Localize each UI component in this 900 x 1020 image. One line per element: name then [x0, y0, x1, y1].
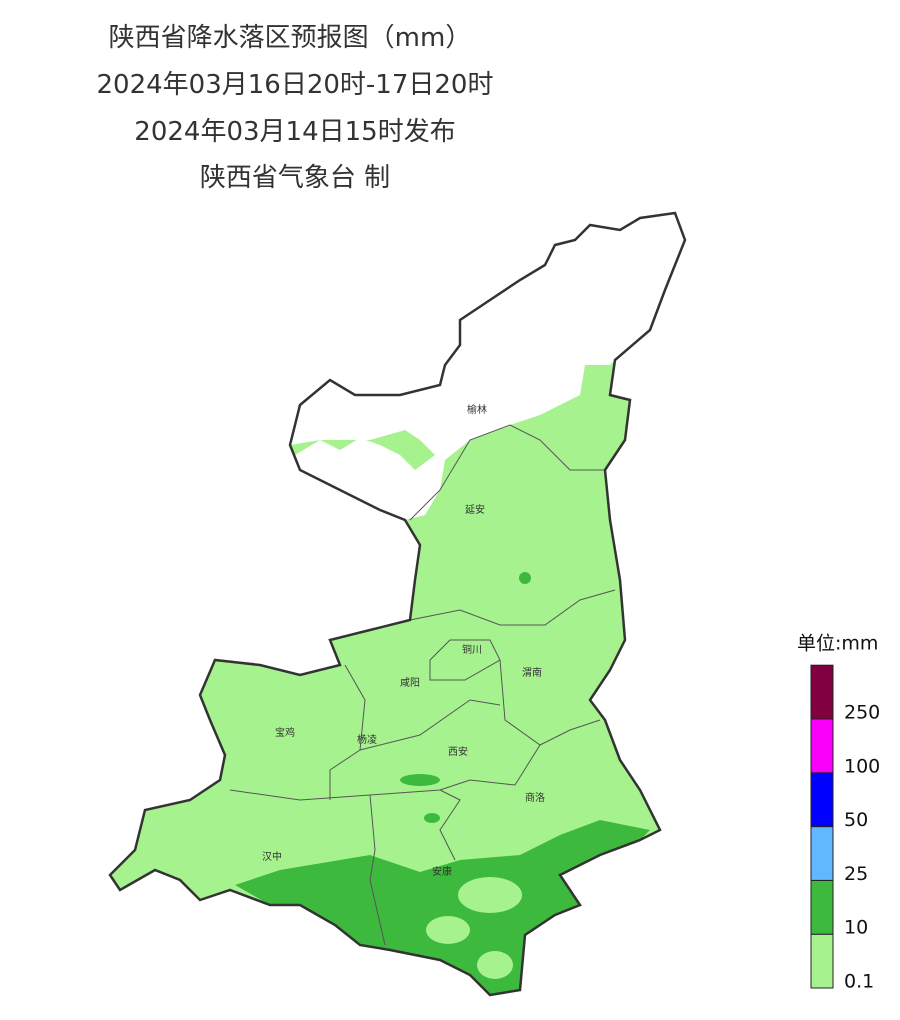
city-label: 延安 [465, 503, 485, 516]
legend-unit: 单位:mm [797, 633, 878, 655]
legend-label: 50 [844, 809, 868, 831]
city-label: 宝鸡 [275, 726, 295, 739]
legend-label: 0.1 [844, 971, 874, 993]
city-label: 杨凌 [357, 733, 377, 746]
legend: 单位:mm 0.1 10 25 50 100 250 [797, 633, 880, 993]
city-label: 安康 [432, 865, 452, 878]
city-borders [369, 794, 386, 946]
city-borders [409, 424, 605, 521]
city-label: 榆林 [467, 403, 487, 416]
legend-label: 25 [844, 863, 868, 885]
legend-box [810, 718, 834, 774]
legend-label: 250 [844, 702, 880, 724]
map: 榆林 延安 铜川 渭南 咸阳 宝鸡 杨凌 西安 商洛 汉中 安康 [108, 211, 687, 997]
legend-label: 10 [844, 917, 868, 939]
city-borders [439, 789, 461, 861]
legend-label: 100 [844, 755, 880, 777]
city-label: 商洛 [525, 791, 545, 804]
moderate-patches [400, 572, 531, 823]
city-borders [359, 699, 501, 751]
no-rain-area [290, 213, 685, 520]
title: 陕西省降水落区预报图（mm） [109, 23, 472, 53]
city-label: 渭南 [522, 666, 542, 679]
city-label: 汉中 [262, 850, 282, 863]
period: 2024年03月16日20时-17日20时 [97, 70, 494, 100]
city-label: 西安 [448, 745, 468, 758]
province-outline [108, 211, 687, 997]
rain-area-moderate [235, 820, 650, 995]
city-label: 咸阳 [400, 677, 420, 689]
city-label: 铜川 [462, 644, 482, 656]
issuer: 陕西省气象台 制 [200, 163, 390, 193]
legend-box [810, 772, 834, 828]
legend-box [810, 933, 834, 989]
legend-box [810, 664, 834, 720]
legend-box [810, 879, 834, 935]
issued: 2024年03月14日15时发布 [134, 117, 455, 147]
light-patches [426, 877, 522, 979]
legend-box [810, 826, 834, 881]
city-borders [409, 589, 616, 626]
